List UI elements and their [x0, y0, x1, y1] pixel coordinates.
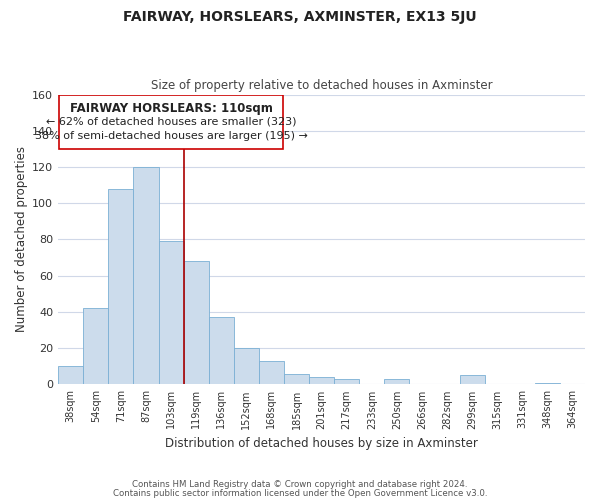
Bar	[209, 318, 234, 384]
Bar	[309, 377, 334, 384]
Text: Contains HM Land Registry data © Crown copyright and database right 2024.: Contains HM Land Registry data © Crown c…	[132, 480, 468, 489]
Bar	[133, 167, 158, 384]
Bar	[83, 308, 109, 384]
Bar	[158, 242, 184, 384]
Text: Contains public sector information licensed under the Open Government Licence v3: Contains public sector information licen…	[113, 489, 487, 498]
Bar	[59, 94, 283, 149]
Bar	[109, 189, 133, 384]
Text: ← 62% of detached houses are smaller (323): ← 62% of detached houses are smaller (32…	[46, 116, 296, 126]
Title: Size of property relative to detached houses in Axminster: Size of property relative to detached ho…	[151, 79, 493, 92]
Bar	[259, 361, 284, 384]
X-axis label: Distribution of detached houses by size in Axminster: Distribution of detached houses by size …	[165, 437, 478, 450]
Bar	[384, 379, 409, 384]
Bar	[460, 376, 485, 384]
Y-axis label: Number of detached properties: Number of detached properties	[15, 146, 28, 332]
Text: FAIRWAY HORSLEARS: 110sqm: FAIRWAY HORSLEARS: 110sqm	[70, 102, 272, 115]
Bar	[234, 348, 259, 385]
Text: FAIRWAY, HORSLEARS, AXMINSTER, EX13 5JU: FAIRWAY, HORSLEARS, AXMINSTER, EX13 5JU	[123, 10, 477, 24]
Bar	[535, 382, 560, 384]
Bar	[184, 261, 209, 384]
Bar	[58, 366, 83, 384]
Bar	[284, 374, 309, 384]
Text: 38% of semi-detached houses are larger (195) →: 38% of semi-detached houses are larger (…	[35, 131, 307, 141]
Bar	[334, 379, 359, 384]
